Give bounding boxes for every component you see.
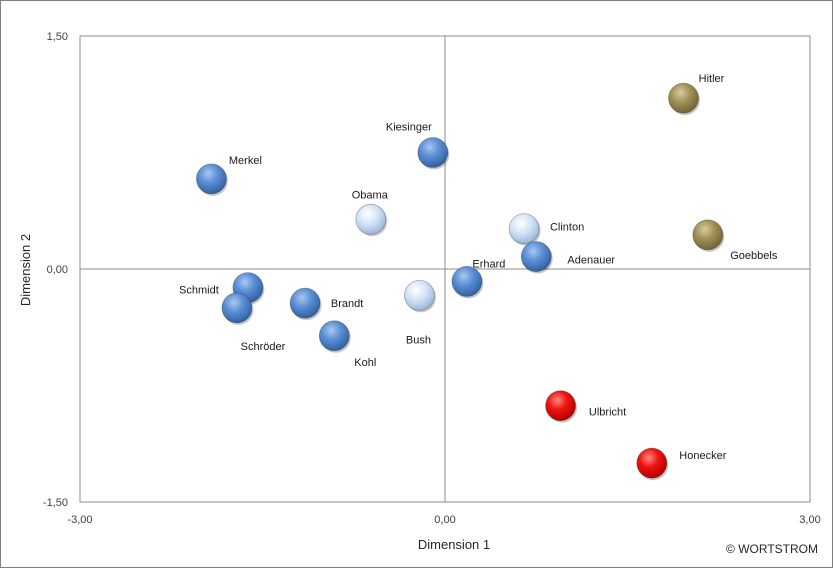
- marker-obama: [355, 203, 387, 235]
- data-point-hitler: Hitler: [668, 73, 725, 116]
- point-label-bush: Bush: [406, 334, 431, 346]
- point-label-merkel: Merkel: [229, 155, 262, 167]
- point-label-clinton: Clinton: [550, 222, 584, 234]
- marker-hitler: [668, 82, 699, 114]
- x-tick-label-zero: 0,00: [434, 514, 455, 526]
- data-point-obama: Obama: [352, 189, 389, 237]
- data-point-adenauer: Adenauer: [520, 241, 615, 274]
- data-point-honecker: Honecker: [636, 447, 727, 481]
- marker-kiesinger: [417, 137, 449, 168]
- marker-ulbricht: [545, 390, 576, 422]
- marker-adenauer: [520, 241, 552, 272]
- point-label-erhard: Erhard: [472, 258, 505, 270]
- y-tick-label-top: 1,50: [47, 31, 68, 43]
- point-label-adenauer: Adenauer: [567, 255, 615, 267]
- marker-merkel: [195, 163, 227, 195]
- point-label-goebbels: Goebbels: [730, 250, 778, 262]
- marker-honecker: [636, 447, 668, 479]
- copyright-text: © WORTSTROM: [726, 542, 818, 556]
- data-point-bush: Bush: [404, 280, 436, 346]
- marker-brandt: [289, 287, 321, 319]
- data-point-goebbels: Goebbels: [692, 219, 778, 262]
- y-tick-label-zero: 0,00: [47, 264, 68, 276]
- data-point-schroeder: Schröder: [221, 292, 286, 353]
- data-point-clinton: Clinton: [508, 213, 584, 246]
- x-tick-label-right: 3,00: [799, 514, 820, 526]
- point-label-brandt: Brandt: [331, 298, 363, 310]
- data-points: Hitler Goebbels Kiesinger Merkel Obama Clinto…: [179, 73, 778, 481]
- point-label-obama: Obama: [352, 189, 389, 201]
- point-label-schroeder: Schröder: [241, 341, 286, 353]
- data-point-erhard: Erhard: [451, 258, 505, 299]
- y-tick-label-bottom: -1,50: [43, 497, 68, 509]
- point-label-honecker: Honecker: [679, 450, 726, 462]
- point-label-ulbricht: Ulbricht: [589, 407, 626, 419]
- y-axis-title: Dimension 2: [18, 234, 33, 306]
- x-tick-label-left: -3,00: [67, 514, 92, 526]
- point-label-kohl: Kohl: [354, 357, 376, 369]
- point-label-hitler: Hitler: [699, 73, 725, 85]
- data-point-merkel: Merkel: [195, 155, 262, 196]
- marker-clinton: [508, 213, 540, 245]
- data-point-kohl: Kohl: [318, 320, 376, 369]
- point-label-kiesinger: Kiesinger: [386, 122, 432, 134]
- data-point-ulbricht: Ulbricht: [545, 390, 626, 423]
- marker-schroeder: [221, 292, 253, 324]
- point-label-schmidt: Schmidt: [179, 285, 219, 297]
- marker-bush: [404, 280, 435, 311]
- data-point-brandt: Brandt: [289, 287, 363, 321]
- x-axis-title: Dimension 1: [418, 537, 490, 552]
- marker-kohl: [318, 320, 350, 352]
- data-point-kiesinger: Kiesinger: [386, 122, 450, 170]
- marker-goebbels: [692, 219, 724, 251]
- marker-erhard: [451, 266, 483, 297]
